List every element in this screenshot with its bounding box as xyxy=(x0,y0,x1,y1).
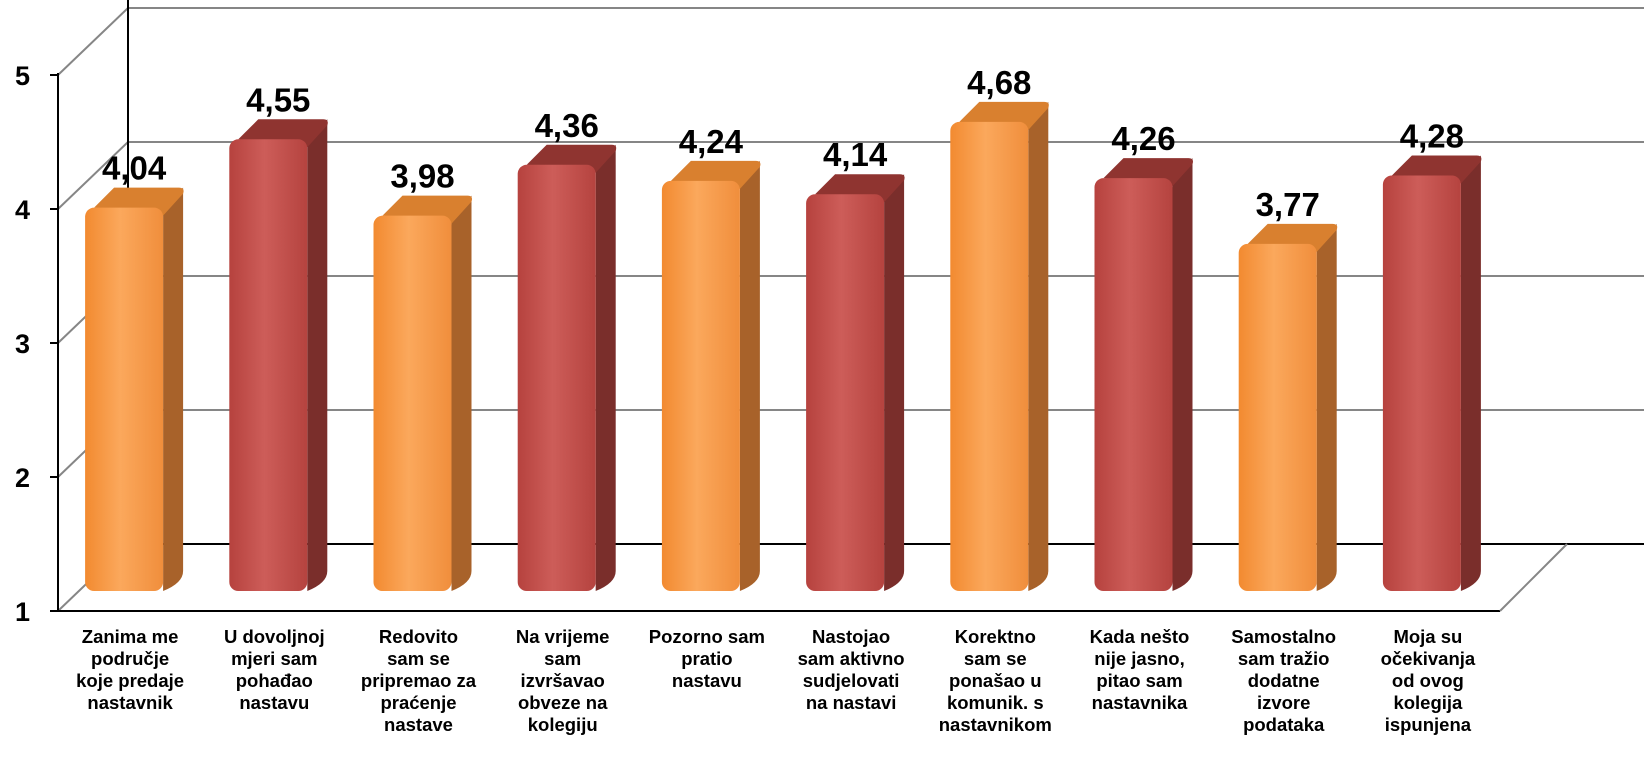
data-label: 4,04 xyxy=(102,150,167,187)
bar-side xyxy=(1316,223,1337,591)
label-layer: 4,04 4,55 3,98 4,36 4,24 4,14 4,68 4,26 3,77 4,28 xyxy=(102,64,1464,223)
x-tick-label: Pozorno sam pratio nastavu xyxy=(648,626,765,691)
x-tick-label: Kada nešto nije jasno, pitao sam nastavn… xyxy=(1089,626,1190,713)
y-tick-label: 4 xyxy=(15,195,30,225)
y-tick-label: 1 xyxy=(15,597,30,627)
bar xyxy=(661,160,761,591)
x-tick-label: Samostalno sam tražio dodatne izvore pod… xyxy=(1231,626,1337,735)
bar-side xyxy=(1028,101,1049,591)
data-label: 4,28 xyxy=(1400,117,1464,154)
bar xyxy=(1382,155,1482,592)
bar-side xyxy=(739,160,760,591)
bar xyxy=(373,195,472,591)
bar xyxy=(85,187,184,591)
bar-front xyxy=(229,139,308,592)
bar-side xyxy=(163,187,184,591)
bar-layer xyxy=(85,101,1482,592)
y-tick-label: 5 xyxy=(15,61,30,91)
data-label: 4,26 xyxy=(1111,120,1175,157)
x-tick-label: Redovito sam se pripremao za praćenje na… xyxy=(360,626,477,735)
bar-front xyxy=(85,207,164,591)
bar xyxy=(950,101,1049,591)
side-wall-gridline xyxy=(57,141,129,210)
data-label: 4,55 xyxy=(246,81,310,118)
bar xyxy=(806,174,905,592)
bar xyxy=(229,119,328,592)
bar-front xyxy=(1382,175,1461,592)
y-tick-label: 3 xyxy=(15,329,30,359)
data-label: 4,36 xyxy=(535,107,599,144)
floor-right-edge xyxy=(1499,543,1568,612)
data-label: 3,77 xyxy=(1256,186,1320,223)
x-tick-label: Nastojao sam aktivno sudjelovati na nast… xyxy=(797,626,905,713)
bar-front xyxy=(661,180,740,591)
bar-front xyxy=(950,121,1029,591)
x-tick-label: Zanima me područje koje predaje nastavni… xyxy=(76,626,185,713)
bar xyxy=(1238,223,1338,591)
x-tick-label: U dovoljnoj mjeri sam pohađao nastavu xyxy=(223,626,325,713)
x-tick-label: Moja su očekivanja od ovog kolegija ispu… xyxy=(1380,626,1476,735)
data-label: 3,98 xyxy=(390,158,454,195)
x-tick-label: Korektno sam se ponašao u komunik. s nas… xyxy=(938,626,1052,735)
bar-side xyxy=(1460,155,1481,592)
bar-front xyxy=(1238,243,1317,591)
bar xyxy=(517,144,617,591)
bar-side xyxy=(451,195,472,591)
bar-side xyxy=(1172,158,1193,591)
data-label: 4,68 xyxy=(967,64,1031,101)
bar-front xyxy=(1094,178,1173,591)
bar-front xyxy=(806,194,885,592)
y-tick-label: 2 xyxy=(15,463,30,493)
bar xyxy=(1094,158,1193,591)
bar-side xyxy=(595,144,616,591)
bar-side xyxy=(307,119,328,592)
bar-side xyxy=(884,174,905,592)
data-label: 4,14 xyxy=(823,136,888,173)
bar-front xyxy=(517,164,596,591)
data-label: 4,24 xyxy=(679,123,744,160)
side-wall-gridline xyxy=(57,7,129,76)
x-tick-label: Na vrijeme sam izvršavao obveze na koleg… xyxy=(515,626,610,735)
bar-front xyxy=(373,215,452,591)
